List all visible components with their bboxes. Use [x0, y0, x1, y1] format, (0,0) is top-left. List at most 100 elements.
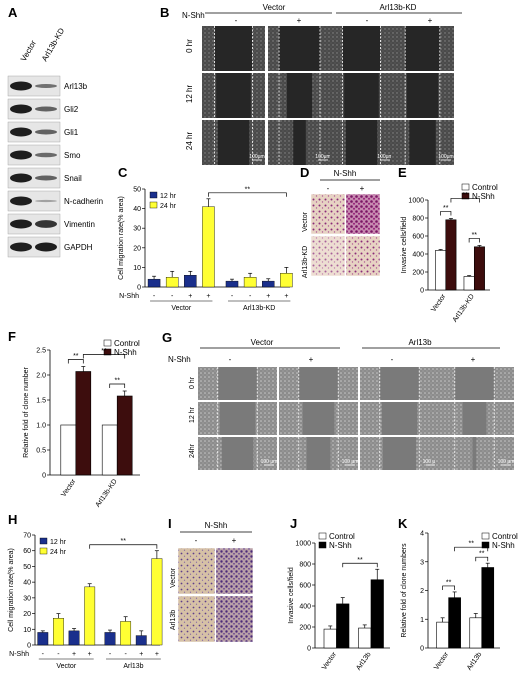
blot-strip	[7, 167, 61, 189]
blot-band	[35, 129, 57, 135]
y-tick-label: 0	[420, 288, 424, 295]
bar	[323, 628, 337, 649]
y-axis-label: Invasive cells/field	[401, 217, 408, 274]
blot-protein-label: Gli1	[64, 128, 79, 137]
legend-swatch	[318, 541, 327, 549]
group-label: Vector	[263, 3, 286, 12]
sign-label: -	[391, 355, 394, 364]
bar	[481, 567, 495, 649]
scale-label: 100 μm	[498, 459, 515, 465]
significance-bracket	[82, 354, 126, 359]
treatment-label: N-Shh	[205, 521, 228, 530]
group-label: Vector	[171, 305, 192, 312]
significance-label: **	[472, 232, 478, 239]
y-tick-label: 0	[307, 646, 311, 653]
transwell-image	[177, 595, 216, 643]
blot-band	[35, 175, 57, 181]
panel-label: I	[168, 516, 172, 531]
row-label: Vector	[170, 567, 177, 588]
wound-gap	[221, 437, 254, 470]
bar	[473, 246, 485, 291]
panel-label: K	[398, 516, 408, 531]
y-axis-label: Cell migration rate(% area)	[118, 196, 125, 280]
blot-strip	[7, 144, 61, 166]
blot-protein-label: GAPDH	[64, 243, 93, 252]
blot-band	[10, 81, 32, 91]
y-tick-label: 0	[27, 643, 31, 650]
x-tick-label: Vector	[60, 478, 78, 499]
significance-bracket	[442, 585, 455, 590]
panel-i: I N-Shh - + Vector Arl13b	[168, 516, 254, 643]
bar	[147, 278, 161, 288]
panel-label: B	[160, 5, 169, 20]
wound-gap	[302, 402, 335, 435]
panel-e: E 0 200 400 600 800 1000 Invasive cells/field V…	[398, 165, 498, 324]
wound-gap	[219, 402, 256, 435]
sign-label: +	[309, 355, 314, 364]
wound-gap	[214, 26, 253, 71]
wound-gap	[342, 26, 381, 71]
sign-label: -	[109, 651, 112, 658]
row-label: Vector	[302, 211, 309, 232]
wound-gap	[406, 73, 439, 118]
transwell-image	[215, 547, 254, 595]
panel-b: B N-Shh Vector Arl13b-KD - + - + 0 hr 12…	[160, 3, 462, 165]
y-tick-label: 800	[412, 216, 424, 223]
y-tick-label: 200	[412, 270, 424, 277]
scale-label: 100 μm	[423, 459, 440, 465]
y-tick-label: 40	[133, 206, 141, 213]
panel-f: F 0 0.5 1.0 1.5 2.0 2.5 Relative fold of clone…	[8, 329, 140, 509]
y-tick-label: 50	[133, 187, 141, 194]
group-label: Arl13b-KD	[243, 305, 275, 312]
sign-label: -	[229, 355, 232, 364]
y-tick-label: 60	[23, 548, 31, 555]
treatment-label: N-Shh	[119, 293, 139, 300]
wound-image-grid: 100 μm 100 μm 100 μm 100 μm	[198, 367, 514, 470]
y-tick-label: 70	[23, 533, 31, 540]
bar	[445, 219, 457, 291]
row-label: 24hr	[189, 443, 196, 458]
sign-label: -	[42, 651, 45, 658]
y-tick-label: 1.0	[36, 423, 46, 430]
treatment-label: N-Shh	[168, 355, 191, 364]
legend-label: N-Shh	[329, 541, 352, 550]
y-tick-label: 2.5	[36, 348, 46, 355]
bar	[104, 632, 116, 646]
y-tick-label: 50	[23, 564, 31, 571]
panel-label: F	[8, 329, 16, 344]
legend-label: Control	[329, 532, 355, 541]
legend-swatch	[461, 183, 470, 191]
blot-band	[10, 104, 32, 114]
y-tick-label: 600	[412, 234, 424, 241]
blot-protein-label: Snail	[64, 174, 82, 183]
y-tick-label: 0	[42, 473, 46, 480]
group-label: Arl13b	[123, 663, 143, 670]
y-axis-label: Invasive cells/field	[288, 567, 295, 624]
significance-label: **	[101, 348, 107, 355]
panel-j: J 0 200 400 600 800 1000 Invasive cells/field V…	[288, 516, 390, 672]
y-tick-label: 40	[23, 580, 31, 587]
wound-gap	[344, 73, 379, 118]
bar	[165, 277, 179, 288]
sign-label: -	[327, 184, 330, 193]
chart-invasion-kd: 0 200 400 600 800 1000 Invasive cells/field Vec…	[401, 183, 498, 324]
blot-band	[35, 83, 57, 89]
scale-label: 100μm	[249, 154, 264, 160]
sign-label: +	[155, 651, 159, 658]
blot-band	[10, 196, 32, 206]
sign-label: -	[57, 651, 60, 658]
bar	[435, 250, 447, 291]
sign-label: +	[139, 651, 143, 658]
x-tick-label: Arl13b-KD	[452, 293, 476, 323]
group-label: Arl13b-KD	[380, 3, 417, 12]
row-label: 0 hr	[185, 39, 194, 53]
sign-label: -	[366, 16, 369, 25]
row-label: 12 hr	[189, 406, 196, 423]
significance-bracket	[208, 192, 287, 197]
sign-label: -	[231, 293, 234, 300]
blot-strip	[7, 75, 61, 97]
scale-label: 100 μm	[342, 459, 359, 465]
treatment-label: N-Shh	[9, 651, 29, 658]
wound-gap	[405, 26, 440, 71]
bar	[120, 621, 132, 646]
